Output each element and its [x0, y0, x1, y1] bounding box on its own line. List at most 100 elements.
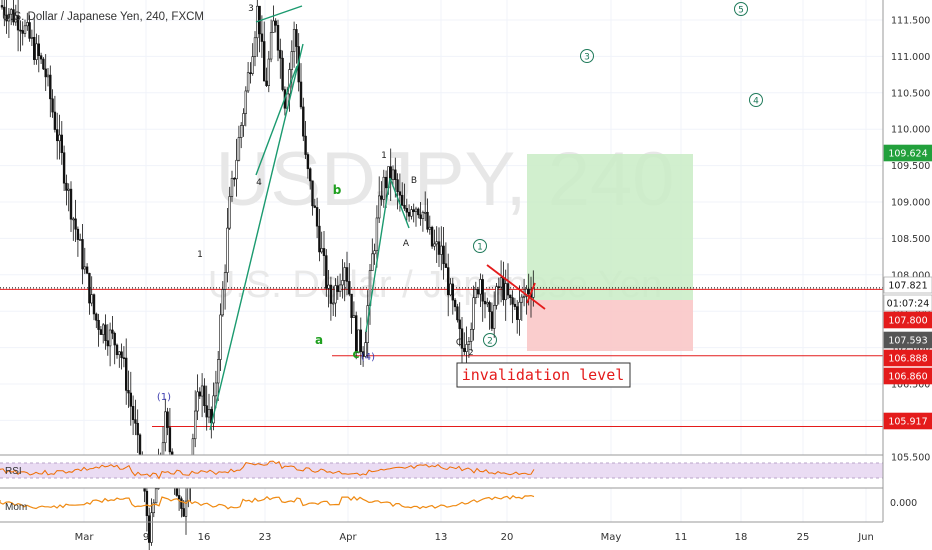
- candle-body: [361, 351, 365, 357]
- long-position-tool[interactable]: [527, 154, 693, 351]
- price-tick-label: 110.500: [891, 88, 930, 99]
- candle-body: [251, 56, 254, 74]
- candle-body: [230, 177, 234, 197]
- candle-body: [196, 391, 199, 412]
- candle-body: [37, 43, 41, 56]
- candle-body: [384, 176, 388, 189]
- invalidation-callout[interactable]: invalidation level: [456, 362, 631, 388]
- candle-body: [382, 176, 385, 200]
- candle-body: [67, 188, 70, 191]
- wave-label-1-mid: 1: [381, 151, 387, 161]
- candle-body: [499, 277, 503, 288]
- price-tag-label: 106.860: [888, 372, 927, 383]
- candle-body: [483, 300, 487, 305]
- candle-body: [299, 81, 303, 108]
- price-tag: [883, 367, 932, 385]
- trendline-wave4-channel: [255, 65, 298, 176]
- price-tick-label: 105.500: [891, 452, 930, 463]
- candle-body: [511, 297, 514, 305]
- candle-body: [152, 502, 155, 514]
- candle-body: [440, 245, 443, 255]
- candle-body: [32, 37, 36, 60]
- momentum-pane: Mom: [0, 487, 883, 513]
- wave-labels: 3 4 1 1 B A C 2 b a c (1) (4) 1 2 3 4 5: [157, 2, 763, 403]
- candle-body: [389, 166, 392, 180]
- rsi-pane: RSI: [0, 454, 883, 488]
- price-tag: [883, 144, 932, 162]
- candle-body: [46, 74, 50, 78]
- candle-body: [145, 490, 149, 517]
- trendline-wave3-channel: [209, 43, 304, 431]
- candle-body: [51, 98, 54, 113]
- trendline-wave3-upper: [255, 5, 303, 23]
- candle-body: [276, 25, 280, 51]
- price-axis[interactable]: 111.500 111.000 110.500 110.000 109.500 109.0…: [882, 0, 932, 550]
- candle-body: [131, 406, 135, 420]
- candle-body: [111, 329, 114, 334]
- wave-label-a: a: [315, 333, 323, 347]
- candle-body: [235, 159, 238, 180]
- candle-body: [127, 390, 130, 394]
- candle-body: [228, 196, 231, 229]
- candle-body: [269, 32, 273, 60]
- candle-body: [85, 266, 89, 274]
- candle-body: [444, 263, 448, 268]
- candle-body: [515, 306, 519, 320]
- candle-body: [81, 239, 84, 270]
- candle-body: [423, 211, 427, 214]
- trendline-red-down: [486, 264, 546, 310]
- candle-body: [348, 281, 351, 295]
- candle-body: [430, 226, 434, 247]
- candle-body: [476, 289, 480, 295]
- candle-body: [35, 43, 38, 60]
- candle-body: [474, 289, 477, 299]
- candle-body: [345, 267, 349, 282]
- candle-body: [10, 9, 13, 15]
- svg-text:2: 2: [487, 337, 493, 347]
- candle-body: [79, 239, 82, 241]
- candle-body: [497, 286, 500, 288]
- candle-body: [364, 342, 367, 357]
- trendline-b-rise: [365, 177, 391, 333]
- candle-body: [417, 208, 420, 216]
- time-tick-label: 23: [259, 532, 272, 543]
- price-tag-label: 107.821: [888, 281, 927, 292]
- candle-body: [325, 255, 328, 289]
- candle-body: [357, 329, 360, 354]
- candle-body: [419, 214, 422, 219]
- candle-body: [350, 293, 353, 318]
- price-tick-label: 106.500: [891, 380, 930, 391]
- candle-body: [240, 125, 243, 138]
- candle-body: [315, 207, 319, 227]
- candle-body: [125, 357, 128, 391]
- candle-body: [377, 195, 381, 219]
- candle-body: [396, 179, 399, 192]
- candle-body: [168, 427, 172, 453]
- rsi-band: [0, 463, 883, 478]
- price-tag-label: 106.888: [888, 354, 927, 365]
- candle-body: [458, 319, 461, 330]
- candle-body: [421, 211, 425, 219]
- candle-body: [83, 266, 87, 270]
- candle-body: [318, 225, 321, 253]
- candle-body: [237, 137, 241, 161]
- candle-body: [304, 135, 307, 155]
- price-tag: [883, 349, 932, 367]
- time-axis[interactable]: Mar 9 16 23 Apr 13 20 May 11 18 25 Jun: [0, 521, 883, 543]
- circled-wave-2: 2: [483, 333, 497, 347]
- candle-body: [398, 191, 402, 196]
- candle-body: [113, 332, 116, 346]
- time-tick-label: Mar: [75, 532, 95, 543]
- candle-body: [513, 303, 517, 307]
- price-tag-label: 107.800: [888, 316, 927, 327]
- horizontal-levels: [0, 287, 883, 427]
- candle-body: [104, 324, 107, 341]
- candle-body: [108, 329, 112, 347]
- candle-body: [177, 495, 181, 500]
- candle-body: [329, 284, 333, 304]
- wave-label-4: 4: [256, 178, 262, 188]
- candle-body: [492, 305, 496, 329]
- candle-body: [16, 15, 20, 31]
- candle-body: [217, 359, 220, 384]
